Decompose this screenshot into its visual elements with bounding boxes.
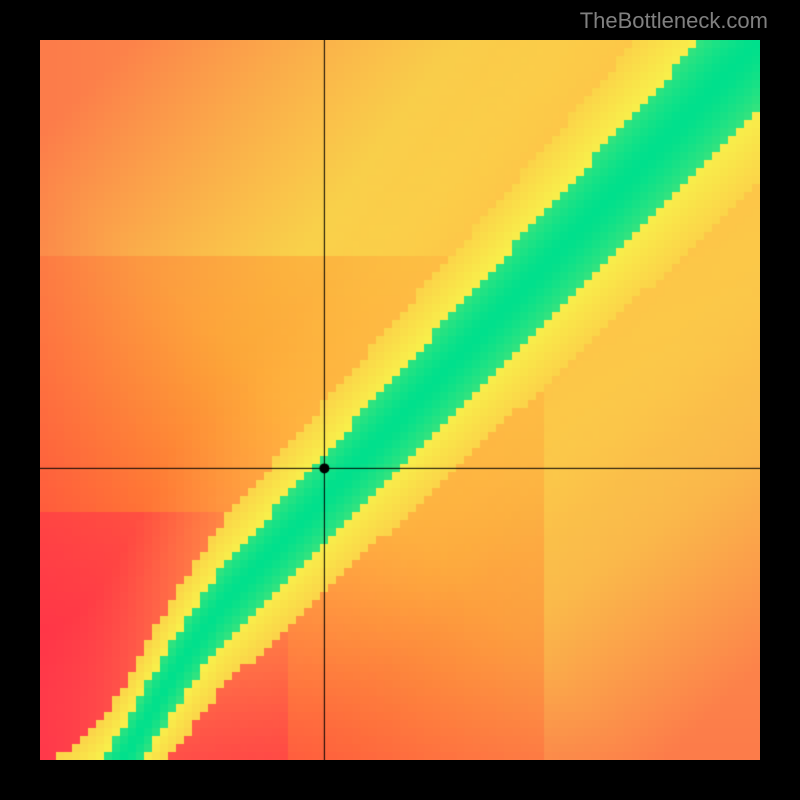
heatmap-canvas — [40, 40, 760, 760]
watermark-text: TheBottleneck.com — [580, 8, 768, 34]
chart-container: TheBottleneck.com — [0, 0, 800, 800]
plot-area — [40, 40, 760, 760]
